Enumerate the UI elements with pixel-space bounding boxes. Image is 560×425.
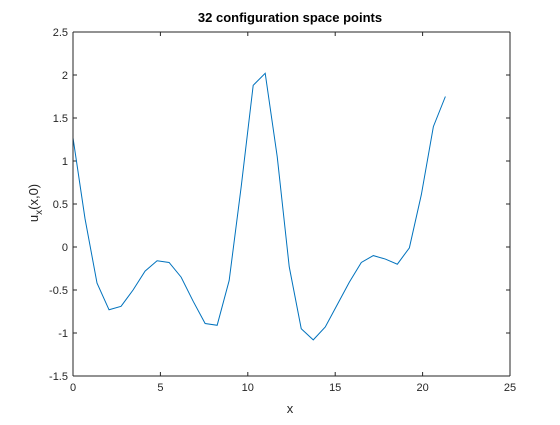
y-tick-label: 2.5: [53, 27, 68, 39]
x-tick-label: 15: [329, 382, 341, 394]
y-tick-label: 2: [62, 70, 68, 82]
y-tick-label: -1: [58, 328, 68, 340]
x-tick-label: 5: [157, 382, 163, 394]
y-axis-label-rest: (x,0): [26, 184, 41, 210]
x-tick-label: 10: [242, 382, 254, 394]
x-tick-label: 20: [416, 382, 428, 394]
x-tick-label: 0: [70, 382, 76, 394]
plot-area: [73, 32, 510, 376]
y-tick-label: 0: [62, 242, 68, 254]
x-axis-label: x: [287, 401, 294, 416]
y-axis-label-main: u: [26, 215, 41, 222]
x-tick-label: 25: [504, 382, 516, 394]
y-tick-label: 1.5: [53, 113, 68, 125]
y-tick-label: 0.5: [53, 199, 68, 211]
chart-title: 32 configuration space points: [198, 10, 382, 25]
y-tick-label: 1: [62, 156, 68, 168]
y-tick-label: -0.5: [49, 285, 68, 297]
y-axis-label: ux(x,0): [26, 184, 45, 222]
y-tick-label: -1.5: [49, 371, 68, 383]
